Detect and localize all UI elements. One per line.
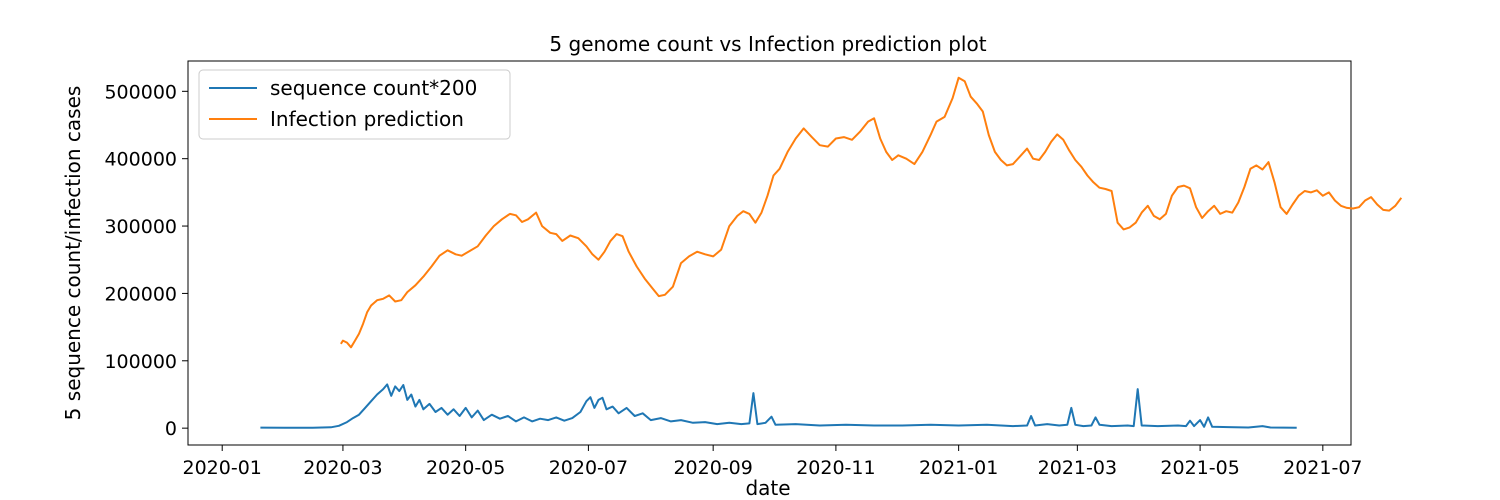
legend-box	[198, 69, 511, 140]
x-tick-label: 2020-03	[303, 457, 382, 479]
y-axis: 0 100000 200000 300000 400000 500000	[104, 81, 188, 440]
x-tick-label: 2020-07	[549, 457, 628, 479]
plot-frame	[187, 60, 1352, 446]
x-tick-label: 2020-11	[796, 457, 875, 479]
x-tick-label: 2020-09	[673, 457, 752, 479]
y-tick-label: 100000	[104, 351, 177, 373]
y-axis-label: 5 sequence count/infection cases	[61, 86, 85, 421]
x-tick-label: 2021-07	[1283, 457, 1362, 479]
x-tick-label: 2020-05	[426, 457, 505, 479]
x-tick-label: 2021-05	[1160, 457, 1239, 479]
series-line-infection-prediction	[340, 76, 1403, 349]
y-tick-label: 200000	[104, 283, 177, 305]
x-axis-label: date	[745, 476, 790, 500]
series-line-sequence-count	[260, 383, 1297, 429]
x-axis: 2020-01 2020-03 2020-05 2020-07 2020-09 2020-…	[183, 445, 1363, 479]
legend-label-sequence-count: sequence count*200	[270, 76, 477, 100]
series-layer	[260, 76, 1403, 429]
x-tick-label: 2021-01	[919, 457, 998, 479]
x-tick-label: 2021-03	[1038, 457, 1117, 479]
y-tick-label: 500000	[104, 81, 177, 103]
plot-area	[187, 60, 1403, 446]
y-tick-label: 400000	[104, 149, 177, 171]
legend-label-infection-prediction: Infection prediction	[270, 107, 464, 131]
legend: sequence count*200 Infection prediction	[198, 69, 511, 140]
y-tick-label: 0	[165, 418, 177, 440]
y-tick-label: 300000	[104, 216, 177, 238]
chart-title: 5 genome count vs Infection prediction p…	[549, 32, 986, 56]
x-tick-label: 2020-01	[183, 457, 262, 479]
